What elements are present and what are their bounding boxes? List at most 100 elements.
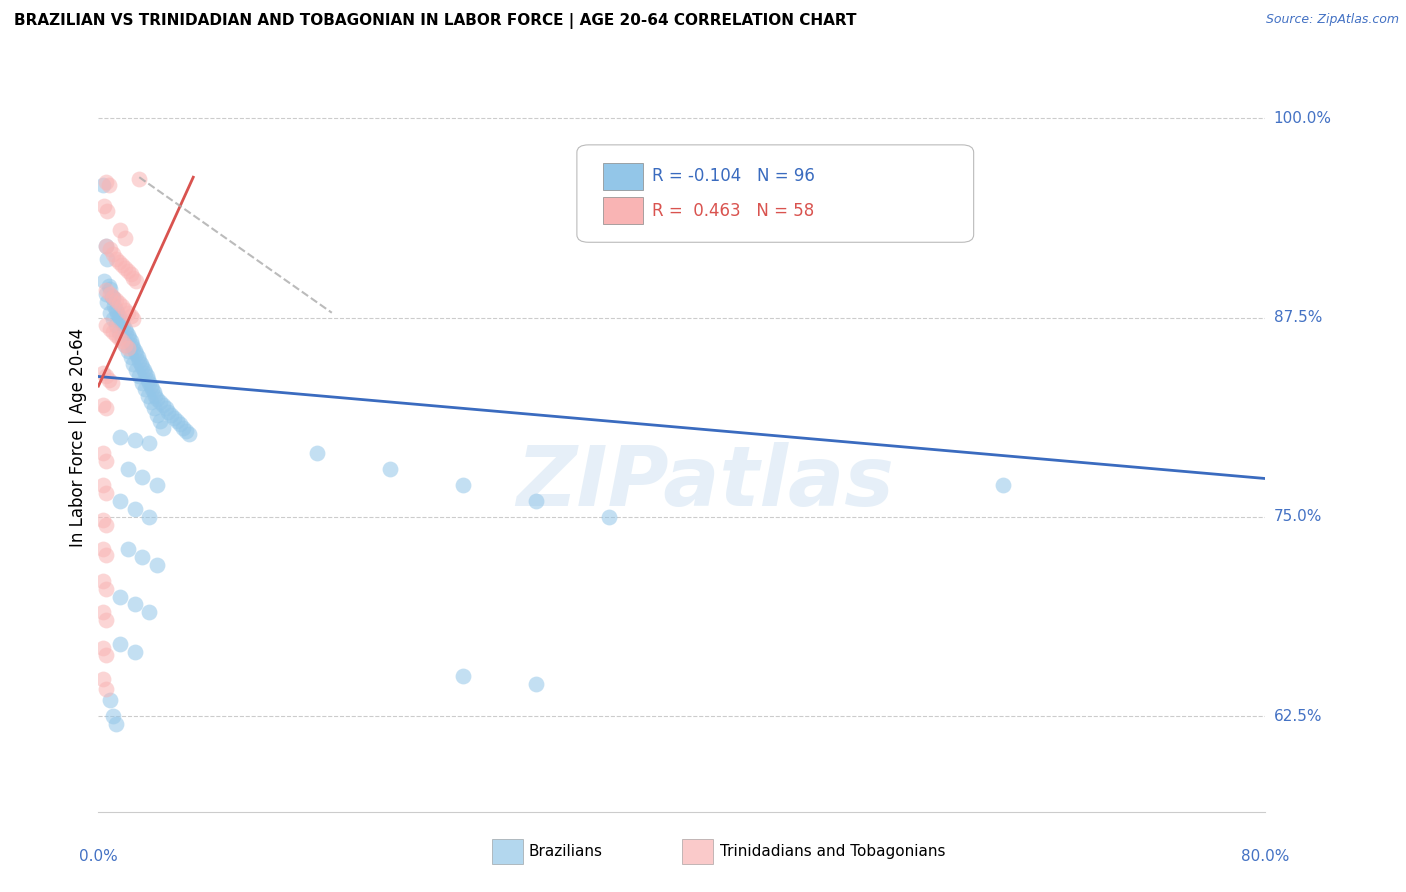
Point	[114, 337, 136, 351]
Text: Trinidadians and Tobagonians: Trinidadians and Tobagonians	[720, 845, 945, 859]
Bar	[603, 163, 644, 190]
Point	[97, 373, 120, 387]
Point	[91, 640, 114, 655]
Point	[104, 717, 127, 731]
Text: 0.0%: 0.0%	[79, 849, 118, 864]
Point	[155, 401, 177, 416]
Point	[110, 637, 132, 651]
Point	[136, 389, 159, 403]
Text: Brazilians: Brazilians	[529, 845, 603, 859]
Point	[152, 420, 174, 434]
Point	[134, 382, 156, 396]
Point	[94, 486, 117, 500]
Point	[96, 294, 118, 309]
Point	[111, 315, 134, 329]
Point	[380, 462, 402, 476]
Point	[117, 264, 139, 278]
Point	[94, 548, 117, 562]
Point	[166, 414, 188, 428]
Point	[117, 541, 139, 556]
Point	[104, 328, 127, 343]
Point	[94, 284, 117, 298]
Point	[98, 242, 121, 256]
Point	[136, 373, 159, 387]
Point	[146, 408, 169, 422]
Point	[157, 404, 180, 418]
Point	[108, 309, 131, 323]
Text: 62.5%: 62.5%	[1274, 708, 1322, 723]
Point	[94, 582, 117, 596]
Point	[94, 286, 117, 301]
Point	[103, 299, 125, 313]
Point	[127, 351, 149, 365]
Text: 87.5%: 87.5%	[1274, 310, 1322, 325]
Point	[93, 274, 115, 288]
Point	[117, 341, 139, 355]
Point	[122, 341, 145, 355]
Point	[104, 318, 127, 333]
Point	[91, 367, 114, 381]
Point	[98, 306, 121, 320]
Point	[120, 268, 142, 282]
Point	[138, 376, 160, 390]
Point	[91, 398, 114, 412]
Point	[101, 312, 124, 326]
Point	[110, 312, 132, 326]
Point	[149, 395, 172, 409]
Point	[94, 369, 117, 384]
Point	[142, 385, 165, 400]
Point	[114, 321, 136, 335]
Point	[135, 369, 157, 384]
Point	[101, 292, 124, 306]
Point	[991, 478, 1014, 492]
Point	[94, 614, 117, 628]
Point	[307, 446, 329, 460]
Text: 100.0%: 100.0%	[1274, 111, 1331, 126]
Point	[117, 328, 139, 343]
Point	[451, 669, 474, 683]
Point	[160, 408, 183, 422]
Point	[124, 434, 146, 448]
Point	[112, 318, 135, 333]
Bar	[603, 197, 644, 224]
Point	[108, 325, 131, 339]
Point	[118, 331, 141, 345]
Point	[146, 478, 169, 492]
Point	[124, 343, 146, 358]
Point	[134, 367, 156, 381]
Point	[105, 306, 128, 320]
Point	[139, 379, 162, 393]
Text: Source: ZipAtlas.com: Source: ZipAtlas.com	[1265, 13, 1399, 27]
Point	[115, 325, 138, 339]
Point	[91, 478, 114, 492]
Point	[120, 334, 142, 349]
Point	[94, 517, 117, 532]
Point	[128, 171, 150, 186]
Point	[124, 501, 146, 516]
Point	[91, 178, 114, 193]
Point	[96, 203, 118, 218]
Point	[94, 318, 117, 333]
Point	[174, 424, 197, 438]
Point	[110, 590, 132, 604]
Y-axis label: In Labor Force | Age 20-64: In Labor Force | Age 20-64	[69, 327, 87, 547]
Point	[94, 648, 117, 663]
Point	[96, 252, 118, 266]
Point	[91, 446, 114, 460]
Point	[169, 417, 191, 432]
Point	[94, 175, 117, 189]
Point	[100, 290, 122, 304]
Point	[101, 325, 124, 339]
Point	[131, 470, 153, 484]
Point	[110, 223, 132, 237]
Point	[524, 677, 547, 691]
Point	[131, 359, 153, 374]
Point	[98, 282, 121, 296]
Point	[100, 376, 122, 390]
Point	[104, 252, 127, 266]
Point	[125, 363, 148, 377]
Point	[121, 337, 143, 351]
Point	[120, 309, 142, 323]
Point	[91, 673, 114, 687]
Text: BRAZILIAN VS TRINIDADIAN AND TOBAGONIAN IN LABOR FORCE | AGE 20-64 CORRELATION C: BRAZILIAN VS TRINIDADIAN AND TOBAGONIAN …	[14, 13, 856, 29]
